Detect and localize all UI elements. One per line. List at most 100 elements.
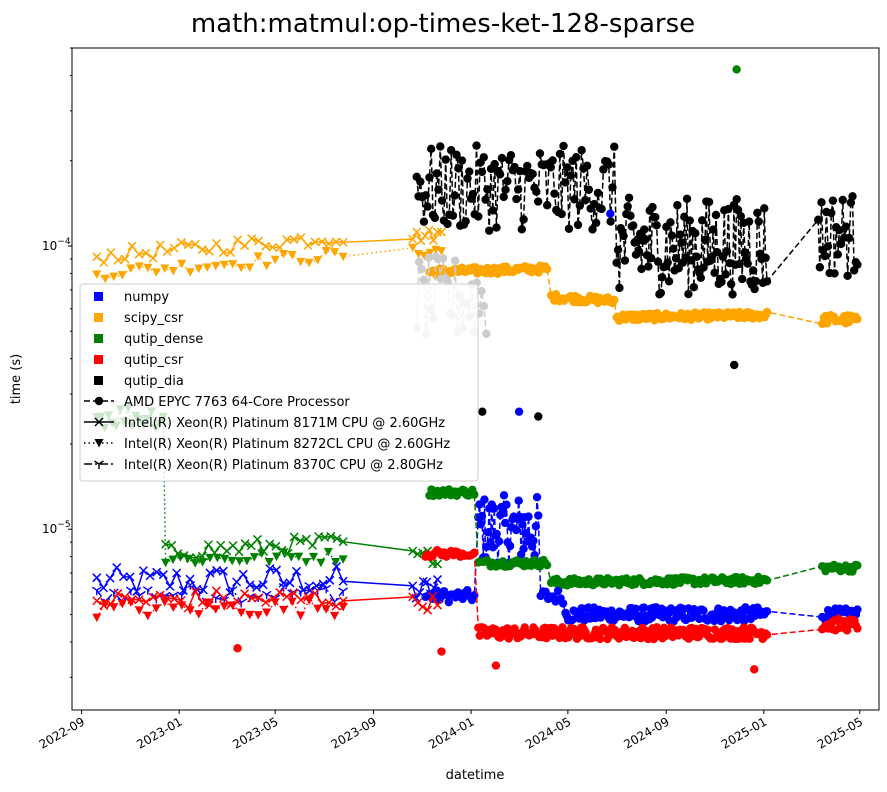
data-point <box>168 555 178 565</box>
data-point <box>261 597 271 607</box>
data-point <box>561 178 570 187</box>
data-point <box>172 568 182 578</box>
data-point <box>762 607 772 616</box>
data-point <box>325 575 335 585</box>
data-point <box>483 185 492 194</box>
data-point <box>219 260 229 270</box>
data-point <box>448 211 458 220</box>
data-point <box>610 295 619 305</box>
data-point <box>279 548 289 557</box>
data-point <box>735 259 744 269</box>
data-point <box>432 575 443 585</box>
x-tick-label: 2023-09 <box>329 714 379 751</box>
data-point <box>428 591 438 601</box>
data-point <box>151 604 161 613</box>
data-point <box>853 561 862 570</box>
data-point <box>134 595 144 605</box>
data-point <box>286 553 296 562</box>
data-point <box>118 572 128 582</box>
data-point <box>667 231 677 240</box>
x-axis: 2022-09 2023-01 2023-05 2023-09 2024-01 2024-… <box>37 710 865 752</box>
data-point <box>461 217 470 226</box>
data-point <box>254 236 264 246</box>
data-point <box>330 248 340 257</box>
data-point <box>697 216 707 225</box>
data-point <box>432 169 441 178</box>
data-point <box>532 187 541 196</box>
data-point <box>105 573 115 583</box>
data-point <box>691 229 700 238</box>
x-tick-label: 2025-05 <box>815 714 865 751</box>
data-point <box>482 329 491 338</box>
x-tick-label: 2024-01 <box>426 714 476 751</box>
data-point <box>817 198 826 207</box>
data-point <box>595 634 605 644</box>
data-point <box>505 541 515 551</box>
data-point <box>495 170 505 179</box>
data-point <box>736 211 746 221</box>
data-point <box>138 566 148 576</box>
data-point <box>477 286 486 296</box>
data-point <box>646 253 656 263</box>
data-point <box>240 241 250 251</box>
data-point <box>664 277 674 286</box>
legend-marker <box>94 417 104 427</box>
data-point <box>235 557 245 566</box>
data-point <box>523 161 532 171</box>
data-point <box>629 221 638 230</box>
data-point <box>420 231 430 241</box>
data-point <box>219 602 229 611</box>
series-8 <box>425 485 862 590</box>
data-point <box>194 610 204 619</box>
data-point <box>253 611 263 620</box>
data-point <box>669 244 678 253</box>
data-point <box>444 597 453 607</box>
outlier-point <box>233 644 242 653</box>
data-point <box>211 261 221 271</box>
data-point <box>304 596 314 605</box>
legend-label: numpy <box>124 290 169 305</box>
data-point <box>261 241 271 251</box>
data-point <box>253 252 263 261</box>
data-point <box>177 601 187 610</box>
data-point <box>750 284 759 294</box>
data-point <box>165 581 175 591</box>
data-point <box>198 558 208 567</box>
data-point <box>408 581 418 591</box>
data-point <box>423 605 433 615</box>
data-point <box>689 282 699 292</box>
data-point <box>827 208 836 218</box>
data-point <box>535 149 545 158</box>
data-point <box>289 588 299 598</box>
data-point <box>268 242 278 252</box>
data-point <box>265 539 275 549</box>
data-point <box>92 573 102 583</box>
data-point <box>126 598 136 607</box>
data-point <box>304 258 314 268</box>
data-point <box>550 189 559 198</box>
data-point <box>436 227 447 237</box>
data-point <box>331 557 341 567</box>
data-point <box>145 571 155 581</box>
data-point <box>644 262 653 271</box>
outlier-point <box>437 647 446 656</box>
data-point <box>555 149 565 159</box>
data-point <box>830 269 839 278</box>
data-point <box>412 227 422 237</box>
data-point <box>428 235 438 245</box>
data-point <box>275 588 285 598</box>
series-line-1 <box>96 583 344 604</box>
y-tick-label: 10−5 <box>42 520 71 536</box>
data-point <box>326 531 336 541</box>
series-13 <box>412 141 862 299</box>
data-point <box>238 569 248 579</box>
data-point <box>608 183 617 192</box>
data-point <box>452 150 461 160</box>
data-point <box>220 554 230 564</box>
data-point <box>247 234 257 244</box>
data-point <box>331 562 342 572</box>
data-point <box>418 602 428 612</box>
legend-label: qutip_dense <box>124 332 203 347</box>
data-point <box>148 253 158 263</box>
data-point <box>285 578 295 588</box>
